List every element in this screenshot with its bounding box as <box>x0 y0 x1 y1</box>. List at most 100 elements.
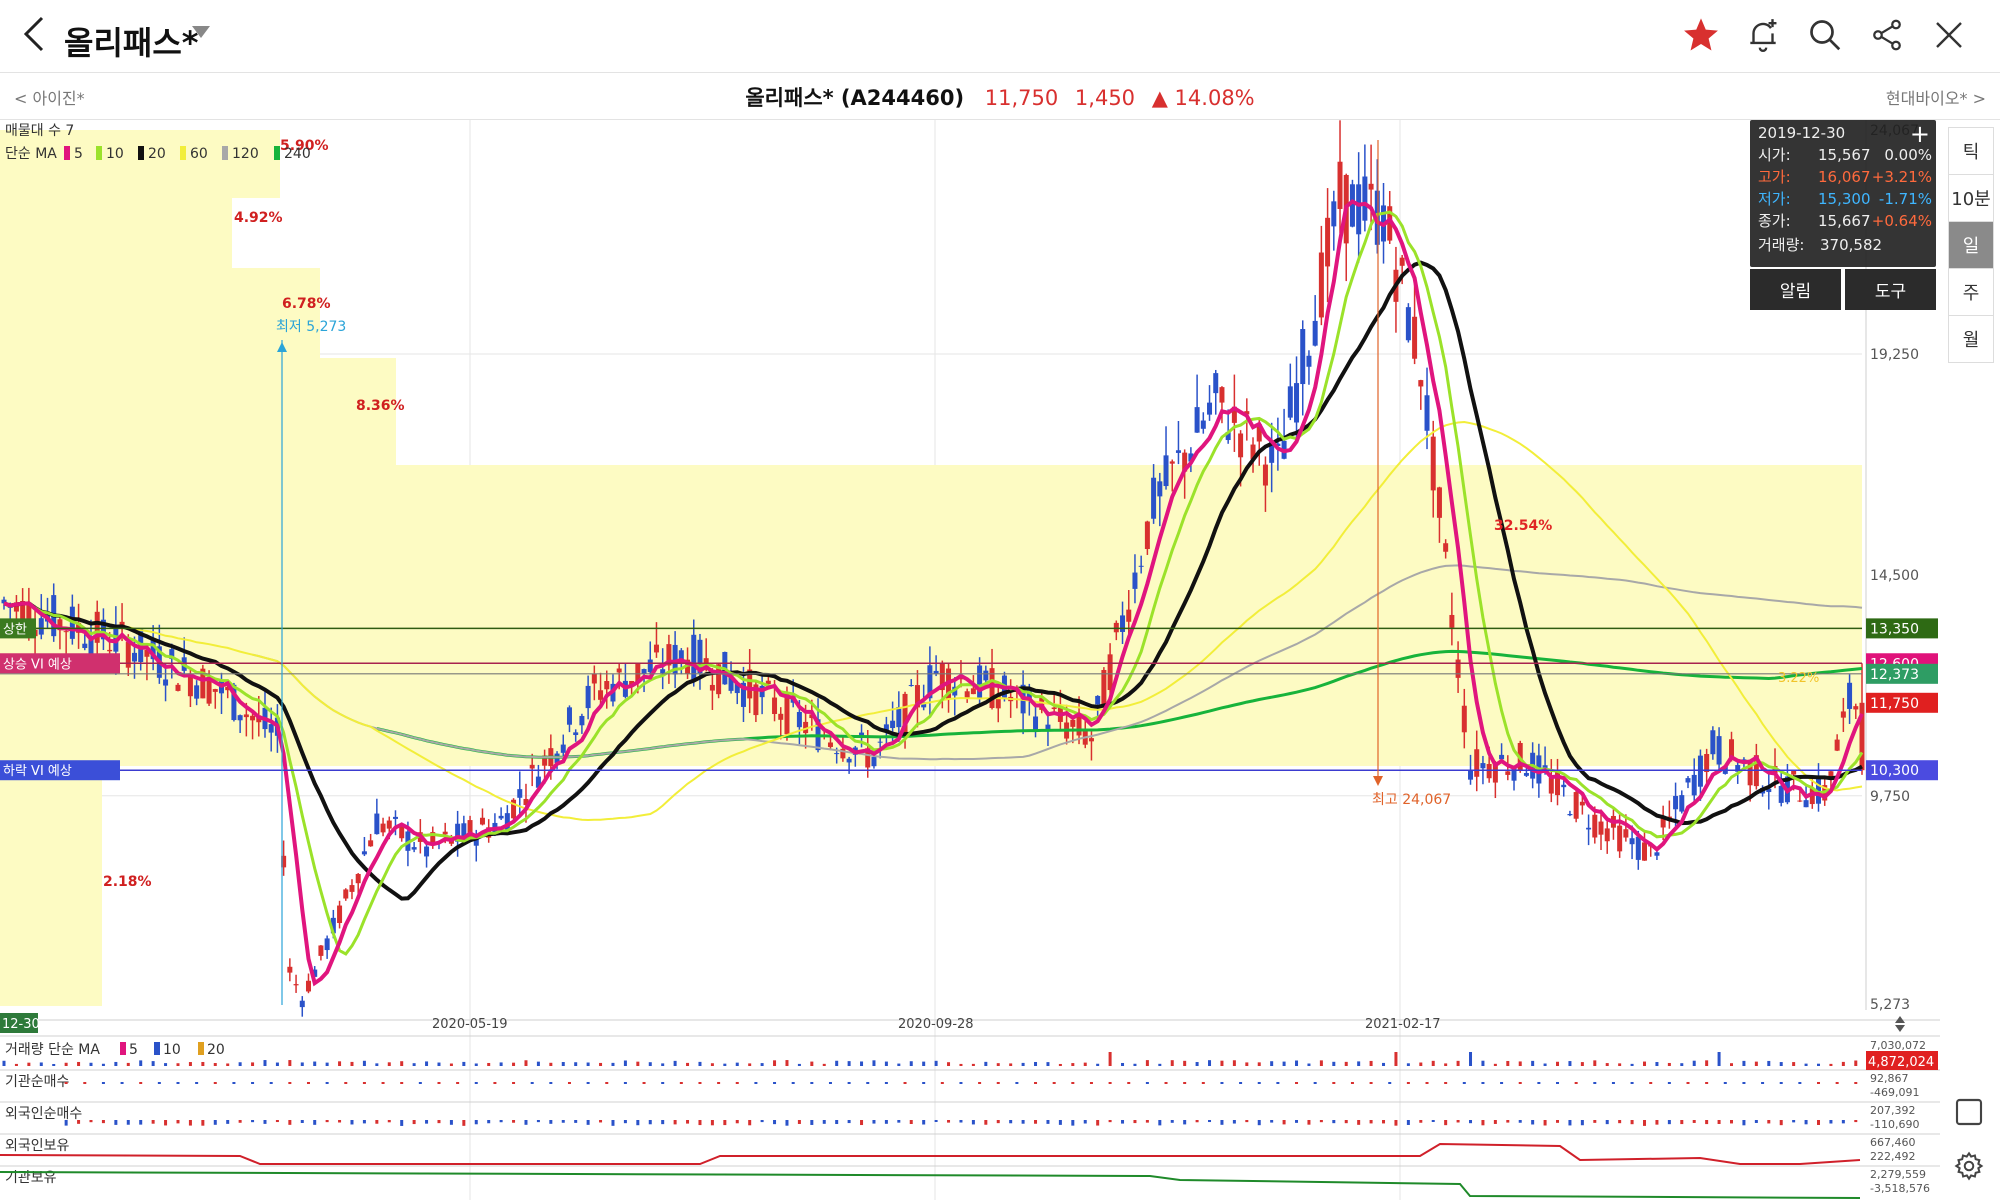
frgn-bar <box>1108 1120 1112 1123</box>
frgn-bar <box>288 1120 292 1125</box>
inst-bar <box>1667 1082 1671 1084</box>
frgnhold-line <box>0 1142 1861 1165</box>
volume-bar <box>1307 1063 1311 1066</box>
period-toolbar: 틱 10분 일 주 월 <box>1948 127 1994 363</box>
legend-period: 20 <box>148 146 166 162</box>
period-month[interactable]: 월 <box>1948 316 1994 363</box>
volume-bar <box>275 1062 279 1066</box>
tools-button[interactable]: 도구 <box>1845 269 1936 310</box>
candle-body <box>430 832 436 844</box>
volume-bar <box>561 1062 565 1066</box>
candle-body <box>479 817 485 825</box>
chart-area[interactable]: 상한 상승 VI 예상 하락 VI 예상 5.90% 4.92% 6.78% 8.36% 2.… <box>0 120 1940 1200</box>
frgn-bar <box>1705 1120 1709 1125</box>
volume-legend-swatch <box>120 1042 126 1055</box>
volume-bar <box>1145 1060 1149 1066</box>
volume-profile-pct: 6.78% <box>282 296 331 312</box>
candle-body <box>200 668 206 699</box>
expand-plus-icon[interactable]: + <box>1909 120 1930 148</box>
volume-bar <box>810 1061 814 1066</box>
inst-bar <box>1257 1082 1261 1084</box>
volume-value: 4,872,024 <box>1868 1055 1934 1070</box>
candle-body <box>305 980 311 992</box>
candle-body <box>1480 763 1486 769</box>
candle-body <box>1436 487 1442 518</box>
inst-bar <box>437 1082 441 1084</box>
candle-body <box>318 945 324 956</box>
volume-bar <box>375 1063 379 1066</box>
scroll-up-arrow-icon[interactable] <box>1895 1016 1905 1023</box>
candle-body <box>1573 792 1579 819</box>
upper-limit-price-tag: 13,350 <box>1870 621 1919 637</box>
volume-bar <box>524 1060 528 1066</box>
low-marker-arrow <box>277 342 287 352</box>
inst-bar <box>325 1082 329 1084</box>
inst-bar <box>1034 1082 1038 1084</box>
dropdown-caret-icon[interactable] <box>192 26 210 38</box>
candle-body <box>1157 481 1163 497</box>
alert-button[interactable]: 알림 <box>1750 269 1841 310</box>
candle-body <box>1679 795 1685 812</box>
volume-bar <box>1382 1062 1386 1066</box>
candle-body <box>1629 838 1635 845</box>
candle-body <box>1548 777 1554 794</box>
frgn-bar <box>785 1120 789 1126</box>
low-label: 최저 5,273 <box>276 319 346 335</box>
candle-body <box>349 885 355 892</box>
volume-bar <box>1357 1061 1361 1066</box>
candle-body <box>88 636 94 655</box>
settings-gear-icon[interactable] <box>1953 1150 1985 1186</box>
volume-bar <box>822 1063 826 1066</box>
inst-bar <box>922 1082 926 1084</box>
frgn-bar <box>1158 1120 1162 1126</box>
candle-body <box>995 694 1001 709</box>
frgn-bar <box>810 1120 814 1125</box>
candle-body <box>1635 836 1641 860</box>
search-icon[interactable] <box>1802 12 1848 58</box>
favorite-star-icon[interactable] <box>1678 12 1724 58</box>
volume-bar <box>14 1063 18 1066</box>
inst-bar <box>195 1082 199 1084</box>
period-week[interactable]: 주 <box>1948 269 1994 316</box>
candle-body <box>63 631 69 633</box>
next-stock-link[interactable]: 현대바이오* > <box>1885 89 1986 108</box>
volume-profile-pct: 2.18% <box>103 874 152 890</box>
candle-body <box>169 649 175 659</box>
candle-body <box>1642 842 1648 861</box>
fullscreen-toggle-icon[interactable] <box>1953 1096 1985 1132</box>
candle-body <box>511 799 517 819</box>
candle-body <box>1505 771 1511 775</box>
back-button[interactable] <box>22 14 46 63</box>
vi-down-price-tag-bg <box>1866 760 1938 781</box>
info-pct: +0.64% <box>1871 212 1932 230</box>
candle-body <box>1207 402 1213 415</box>
legend-swatch <box>274 146 280 160</box>
scroll-down-arrow-icon[interactable] <box>1895 1025 1905 1032</box>
candle-body <box>1816 776 1822 804</box>
frgn-bar <box>1046 1120 1050 1124</box>
stock-title[interactable]: 올리패스* <box>64 24 199 62</box>
candle-body <box>573 732 579 736</box>
frgn-bar <box>897 1120 901 1123</box>
period-day[interactable]: 일 <box>1948 222 1994 269</box>
candle-body <box>1088 738 1094 742</box>
prev-stock-link[interactable]: < 아이진* <box>14 89 85 108</box>
inst-bar <box>157 1082 161 1084</box>
frgn-bar <box>126 1120 130 1125</box>
volume-legend-period: 5 <box>129 1042 138 1058</box>
frgn-bar <box>375 1120 379 1124</box>
frgn-bar <box>524 1120 528 1125</box>
period-tick[interactable]: 틱 <box>1948 127 1994 175</box>
share-icon[interactable] <box>1864 12 1910 58</box>
add-alert-bell-icon[interactable] <box>1740 12 1786 58</box>
period-10min[interactable]: 10분 <box>1948 175 1994 222</box>
frgn-bar <box>1133 1120 1137 1124</box>
candle-body <box>827 742 833 747</box>
frgn-bar <box>1841 1120 1845 1124</box>
frgn-bar <box>1058 1120 1062 1125</box>
volume-profile-pct: 8.36% <box>356 398 405 414</box>
frgn-bar <box>686 1120 690 1124</box>
close-icon[interactable] <box>1926 12 1972 58</box>
volume-bar <box>176 1063 180 1066</box>
